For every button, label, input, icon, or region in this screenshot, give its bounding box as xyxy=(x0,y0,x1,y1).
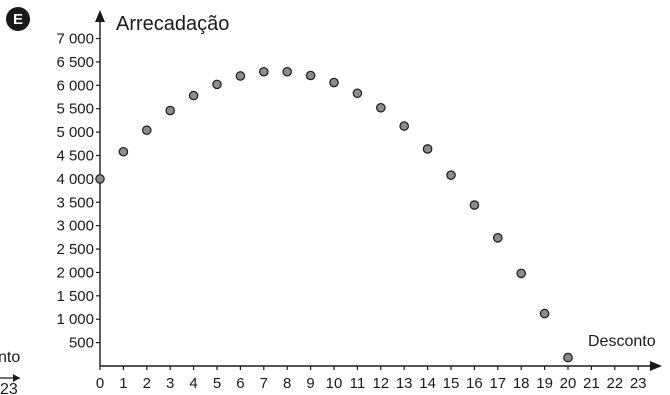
left-fragment-arrow xyxy=(13,374,20,382)
data-points xyxy=(95,66,573,363)
x-tick-label: 13 xyxy=(396,375,413,392)
left-fragment-tick: 23 xyxy=(0,381,18,395)
x-tick-label: 10 xyxy=(326,375,343,392)
y-tick-label: 4 500 xyxy=(56,147,94,164)
data-point xyxy=(563,352,573,363)
data-point xyxy=(258,66,269,77)
x-tick-label: 22 xyxy=(606,375,623,392)
x-tick-label: 3 xyxy=(166,375,174,392)
y-tick-label: 5 500 xyxy=(56,101,94,118)
x-tick-label: 12 xyxy=(372,375,389,392)
x-tick-label: 19 xyxy=(536,375,553,392)
panel-badge-label: E xyxy=(13,11,23,28)
data-point xyxy=(188,90,199,101)
data-point xyxy=(469,200,480,210)
x-tick-label: 23 xyxy=(630,375,647,392)
data-point xyxy=(329,77,339,88)
data-point xyxy=(399,121,409,131)
x-tick-label: 9 xyxy=(306,375,314,392)
y-axis-title: Arrecadação xyxy=(116,13,229,35)
x-tick-label: 1 xyxy=(119,375,127,392)
y-tick-label: 2 500 xyxy=(56,241,94,258)
data-point xyxy=(235,71,246,81)
data-point xyxy=(375,102,386,113)
panel-badge: E xyxy=(6,7,30,31)
x-tick-label: 16 xyxy=(466,375,483,392)
x-tick-label: 14 xyxy=(419,375,436,392)
x-tick-label: 20 xyxy=(560,375,577,392)
x-axis-arrow xyxy=(650,361,662,371)
y-tick-label: 1 500 xyxy=(56,288,94,305)
x-tick-label: 5 xyxy=(213,375,221,392)
x-axis-title: Desconto xyxy=(588,333,656,350)
y-tick-label: 5 000 xyxy=(56,124,94,141)
y-tick-label: 3 500 xyxy=(56,194,94,211)
x-tick-label: 21 xyxy=(583,375,600,392)
x-tick-label: 18 xyxy=(513,375,530,392)
data-point xyxy=(539,308,550,319)
x-ticks: 0 1 2 3 4 5 6 7 8 9 10 11 12 13 14 15 16 17 18 19 20 21 22 23 xyxy=(96,366,647,392)
data-point xyxy=(142,125,152,136)
x-tick-label: 17 xyxy=(489,375,506,392)
x-tick-label: 4 xyxy=(189,375,197,392)
data-point xyxy=(118,146,129,157)
left-fragment-label: nto xyxy=(0,349,20,366)
data-point xyxy=(95,174,105,184)
data-point xyxy=(212,79,222,90)
data-point xyxy=(446,170,456,180)
x-tick-label: 11 xyxy=(350,375,366,392)
data-point xyxy=(352,88,363,99)
data-point xyxy=(165,105,175,116)
y-tick-label: 6 500 xyxy=(56,54,94,71)
data-point xyxy=(282,66,292,77)
y-axis-arrow xyxy=(95,10,105,22)
data-point xyxy=(516,268,526,279)
y-ticks: 500 1 000 1 500 2 000 2 500 3 000 3 500 4 000 4 … xyxy=(56,31,100,352)
x-tick-label: 8 xyxy=(283,375,291,392)
y-tick-label: 4 000 xyxy=(56,171,94,188)
x-tick-label: 2 xyxy=(143,375,151,392)
x-tick-label: 15 xyxy=(443,375,460,392)
y-tick-label: 3 000 xyxy=(56,218,94,235)
x-tick-label: 6 xyxy=(236,375,244,392)
y-tick-label: 500 xyxy=(69,335,94,352)
y-tick-label: 6 000 xyxy=(56,77,94,94)
x-tick-label: 0 xyxy=(96,375,104,392)
y-tick-label: 2 000 xyxy=(56,264,94,281)
x-tick-label: 7 xyxy=(260,375,268,392)
data-point xyxy=(305,70,316,81)
data-point xyxy=(492,233,503,243)
y-tick-label: 1 000 xyxy=(56,311,94,328)
data-point xyxy=(422,144,433,154)
y-tick-label: 7 000 xyxy=(56,31,94,48)
